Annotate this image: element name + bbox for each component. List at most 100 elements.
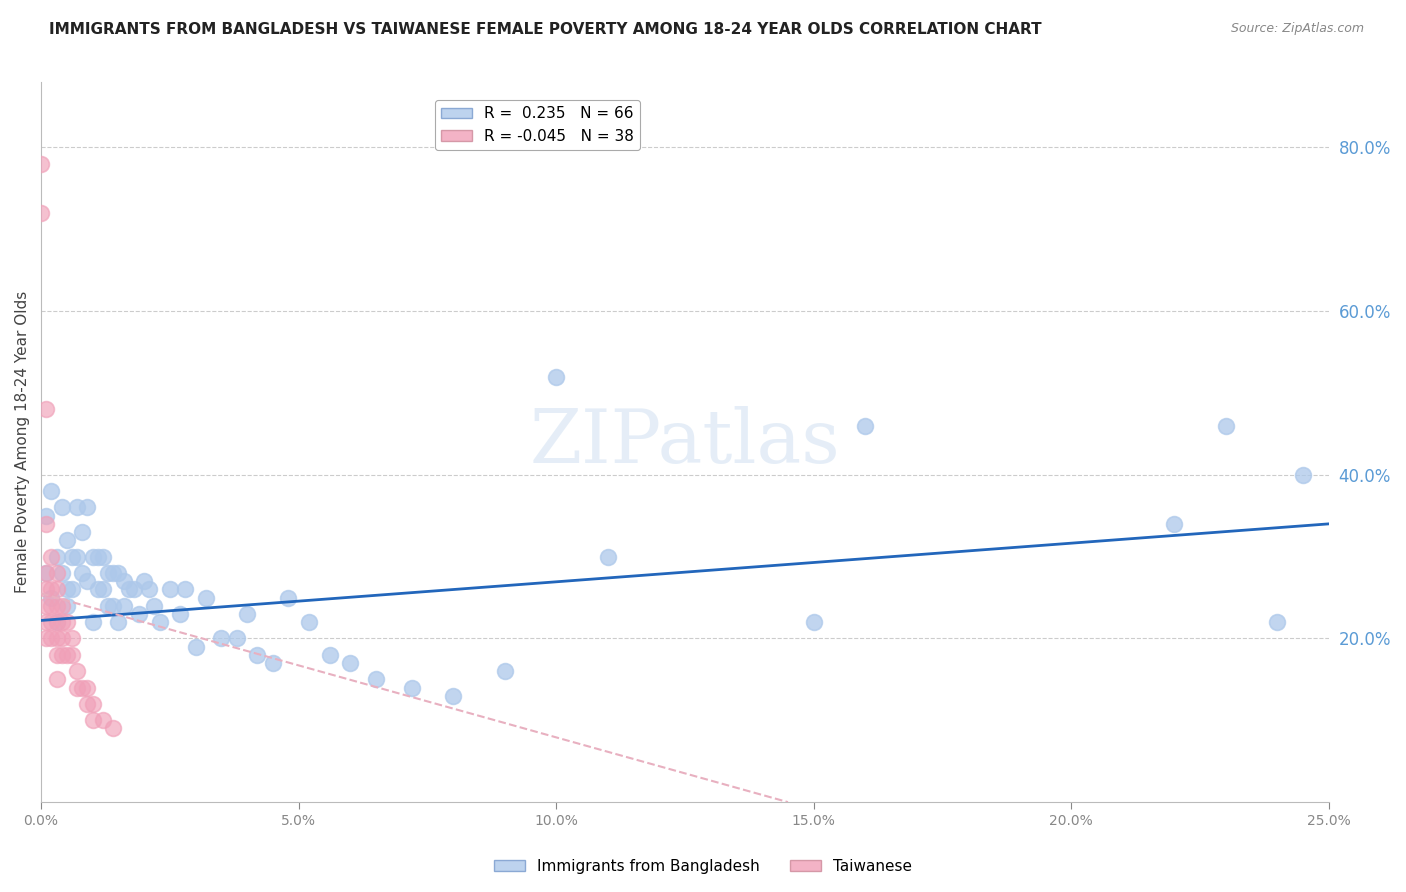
- Point: [318, 648, 340, 662]
- Point: [76, 697, 98, 711]
- Point: [853, 418, 876, 433]
- Point: [298, 615, 321, 629]
- Point: [82, 713, 104, 727]
- Point: [51, 599, 73, 613]
- Point: [128, 607, 150, 621]
- Point: [277, 591, 299, 605]
- Point: [225, 632, 247, 646]
- Point: [112, 599, 135, 613]
- Point: [441, 689, 464, 703]
- Point: [51, 615, 73, 629]
- Point: [35, 582, 58, 597]
- Point: [91, 713, 114, 727]
- Point: [169, 607, 191, 621]
- Point: [72, 681, 94, 695]
- Point: [35, 508, 58, 523]
- Point: [60, 648, 83, 662]
- Point: [364, 673, 387, 687]
- Point: [1215, 418, 1237, 433]
- Point: [45, 632, 67, 646]
- Point: [45, 673, 67, 687]
- Point: [1292, 467, 1315, 482]
- Point: [51, 566, 73, 580]
- Point: [45, 566, 67, 580]
- Point: [246, 648, 269, 662]
- Point: [97, 599, 120, 613]
- Y-axis label: Female Poverty Among 18-24 Year Olds: Female Poverty Among 18-24 Year Olds: [15, 291, 30, 593]
- Point: [60, 582, 83, 597]
- Point: [159, 582, 181, 597]
- Text: Source: ZipAtlas.com: Source: ZipAtlas.com: [1230, 22, 1364, 36]
- Point: [66, 664, 89, 678]
- Point: [236, 607, 259, 621]
- Point: [45, 599, 67, 613]
- Point: [262, 656, 284, 670]
- Point: [56, 648, 79, 662]
- Point: [60, 549, 83, 564]
- Point: [51, 632, 73, 646]
- Point: [51, 500, 73, 515]
- Point: [103, 722, 125, 736]
- Point: [82, 615, 104, 629]
- Point: [56, 615, 79, 629]
- Legend: Immigrants from Bangladesh, Taiwanese: Immigrants from Bangladesh, Taiwanese: [488, 853, 918, 880]
- Point: [103, 599, 125, 613]
- Point: [76, 574, 98, 589]
- Text: ZIPatlas: ZIPatlas: [530, 406, 841, 478]
- Point: [30, 157, 52, 171]
- Point: [35, 615, 58, 629]
- Point: [66, 500, 89, 515]
- Point: [56, 599, 79, 613]
- Point: [112, 574, 135, 589]
- Point: [103, 566, 125, 580]
- Point: [87, 582, 110, 597]
- Point: [97, 566, 120, 580]
- Point: [546, 369, 568, 384]
- Point: [107, 566, 129, 580]
- Point: [596, 549, 619, 564]
- Text: IMMIGRANTS FROM BANGLADESH VS TAIWANESE FEMALE POVERTY AMONG 18-24 YEAR OLDS COR: IMMIGRANTS FROM BANGLADESH VS TAIWANESE …: [49, 22, 1042, 37]
- Point: [35, 599, 58, 613]
- Point: [45, 615, 67, 629]
- Point: [30, 206, 52, 220]
- Point: [194, 591, 217, 605]
- Point: [209, 632, 232, 646]
- Point: [494, 664, 516, 678]
- Point: [41, 615, 63, 629]
- Point: [143, 599, 166, 613]
- Point: [41, 599, 63, 613]
- Point: [134, 574, 156, 589]
- Point: [66, 549, 89, 564]
- Legend: R =  0.235   N = 66, R = -0.045   N = 38: R = 0.235 N = 66, R = -0.045 N = 38: [434, 100, 640, 150]
- Point: [66, 681, 89, 695]
- Point: [82, 549, 104, 564]
- Point: [45, 648, 67, 662]
- Point: [35, 566, 58, 580]
- Point: [45, 615, 67, 629]
- Point: [56, 582, 79, 597]
- Point: [72, 566, 94, 580]
- Point: [76, 681, 98, 695]
- Point: [41, 591, 63, 605]
- Point: [45, 549, 67, 564]
- Point: [138, 582, 160, 597]
- Point: [41, 484, 63, 499]
- Point: [339, 656, 361, 670]
- Point: [184, 640, 207, 654]
- Point: [56, 533, 79, 548]
- Point: [91, 582, 114, 597]
- Point: [148, 615, 170, 629]
- Point: [41, 549, 63, 564]
- Point: [35, 402, 58, 417]
- Point: [91, 549, 114, 564]
- Point: [401, 681, 423, 695]
- Point: [35, 566, 58, 580]
- Point: [35, 632, 58, 646]
- Point: [87, 549, 110, 564]
- Point: [118, 582, 141, 597]
- Point: [107, 615, 129, 629]
- Point: [82, 697, 104, 711]
- Point: [76, 500, 98, 515]
- Point: [41, 582, 63, 597]
- Point: [35, 516, 58, 531]
